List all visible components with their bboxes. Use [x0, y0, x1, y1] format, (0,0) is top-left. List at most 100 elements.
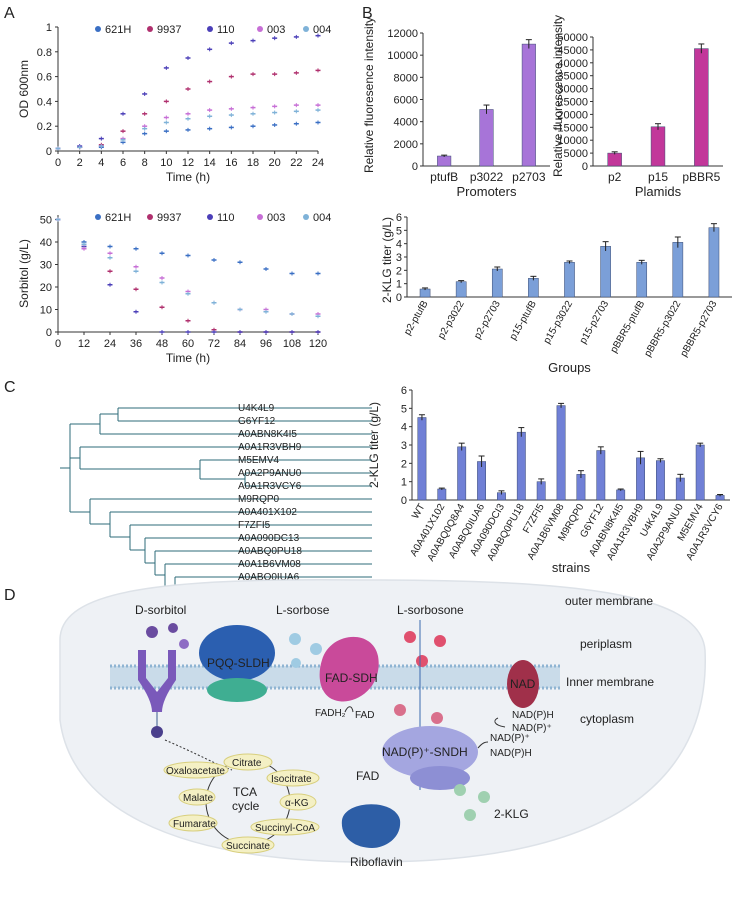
y-tick-label: 5: [396, 225, 402, 237]
promoter-fluorescence-chart: 0 2000 4000 6000 8000 10000 12000 ptufB p3022 p27…: [362, 17, 550, 199]
legend-marker: [257, 26, 263, 32]
x-tick-label: 2: [77, 157, 83, 169]
x-tick-label: 12: [182, 157, 194, 169]
panel-label-c: C: [4, 379, 16, 396]
x-tick-label: 22: [290, 157, 302, 169]
x-axis-label: Groups: [548, 360, 591, 375]
nadp-label-2: NAD(P)⁺: [490, 733, 530, 744]
legend-label: 110: [217, 24, 235, 36]
bar-A0ABQ0PU18: [516, 431, 526, 501]
x-tick-label: 24: [104, 338, 116, 350]
x-tick-label: 0: [55, 338, 61, 350]
y-tick-label: 3: [401, 440, 407, 452]
pqq-sldh-enzyme: PQQ-SLDH: [199, 625, 275, 702]
y-tick-label: 0: [396, 292, 402, 304]
od-growth-chart: 0 2 4 6 8 10 12 14 16 18 20 22 2400.20.40.60.81Time …: [17, 22, 331, 184]
isocitrate-label: Isocitrate: [271, 774, 312, 785]
y-axis-label: 2-KLG titer (g/L): [380, 217, 394, 303]
x-tick-label: 24: [312, 157, 324, 169]
y-tick-label: 6: [401, 385, 407, 397]
y-tick-label: 30000: [557, 84, 588, 96]
x-tick-label: 4: [98, 157, 104, 169]
bar-G6YF12: [596, 450, 606, 501]
klg-molecules: [454, 784, 490, 821]
l-sorbose-label: L-sorbose: [276, 603, 330, 617]
y-tick-label: 1: [396, 279, 402, 291]
y-tick-label: 1: [401, 477, 407, 489]
bar-p3022: [479, 109, 494, 167]
tree-leaf-label: A0ABQ0PU18: [238, 546, 302, 557]
bar-pBBR5-p3022: [672, 242, 684, 298]
x-tick-label: 0: [55, 157, 61, 169]
tree-leaf-label: M9RQP0: [238, 494, 280, 505]
y-tick-label: 2: [396, 265, 402, 277]
y-tick-label: 5: [401, 403, 407, 415]
y-tick-label: 20: [40, 282, 52, 294]
legend-label: 110: [217, 212, 235, 224]
fad-sdh-label: FAD-SDH: [325, 671, 378, 685]
y-tick-label: 10: [40, 305, 52, 317]
sorbitol-molecules: [146, 623, 189, 649]
bar-A0A1B6VM08: [556, 405, 566, 501]
x-tick-label: p15: [648, 170, 668, 184]
pqq-sldh-label: PQQ-SLDH: [207, 656, 270, 670]
legend-label: 004: [313, 24, 331, 36]
y-tick-label: 40: [40, 237, 52, 249]
x-tick-label: p2-p3022: [436, 299, 467, 341]
y-axis-label: 2-KLG titer (g/L): [367, 402, 381, 488]
fadh2-label: FADH₂: [315, 708, 346, 719]
legend-marker: [303, 214, 309, 220]
succinate-label: Succinate: [226, 841, 270, 852]
y-tick-label: 1: [46, 22, 52, 34]
plasmid-fluorescence-chart: 0500010000150002000025000300003500040000…: [551, 15, 723, 199]
y-tick-label: 0: [582, 161, 588, 173]
x-tick-label: p15-p3022: [542, 299, 576, 346]
x-tick-label: 12: [78, 338, 90, 350]
tree-leaf-label: A0ABQ0IUA6: [238, 572, 300, 583]
x-tick-label: 60: [182, 338, 194, 350]
bar-A0ABQ0IUA6: [477, 461, 486, 501]
tree-leaf-label: A0A1R3VBH9: [238, 442, 302, 453]
x-tick-label: p2703: [512, 170, 546, 184]
tree-leaf-label: A0A2P9ANU0: [238, 468, 302, 479]
x-tick-label: 108: [283, 338, 301, 350]
y-tick-label: 6: [396, 212, 402, 224]
nadph-label-1: NAD(P)H: [512, 710, 554, 721]
x-tick-label: pBBR5-p3022: [642, 299, 683, 359]
bar-p15-p2703: [600, 246, 611, 298]
y-tick-label: 25000: [557, 97, 588, 109]
bar-p15-ptufB: [528, 278, 539, 298]
x-tick-label: pBBR5-ptufB: [609, 299, 648, 355]
legend-marker: [95, 214, 101, 220]
y-tick-label: 0: [412, 161, 418, 173]
sorbitol-transporter: [138, 650, 176, 712]
periplasm-label: periplasm: [580, 637, 632, 651]
y-axis-label: Relative fluorescence intensity: [551, 15, 565, 177]
y-tick-label: 30: [40, 260, 52, 272]
tca-cycle-label: cycle: [232, 799, 260, 813]
legend-marker: [303, 26, 309, 32]
tree-leaf-label: A0A401X102: [238, 507, 297, 518]
x-tick-label: 6: [120, 157, 126, 169]
x-axis-label: Time (h): [166, 351, 210, 365]
x-tick-label: 120: [309, 338, 327, 350]
y-tick-label: 0: [46, 146, 52, 158]
klg-label: 2-KLG: [494, 807, 529, 821]
y-tick-label: 35000: [557, 71, 588, 83]
y-axis-label: Relative fluoresence intensity: [362, 17, 376, 173]
y-tick-label: 0.2: [37, 121, 52, 133]
panel-label-b: B: [362, 5, 373, 22]
legend-label: 004: [313, 212, 331, 224]
y-tick-label: 10000: [557, 135, 588, 147]
y-tick-label: 0.4: [37, 96, 52, 108]
inner-membrane-label: Inner membrane: [566, 675, 654, 689]
x-tick-label: 36: [130, 338, 142, 350]
legend-marker: [207, 26, 213, 32]
legend-label: 621H: [105, 212, 131, 224]
sorbose-molecules: [289, 633, 322, 668]
sorbosone-molecules: [404, 631, 446, 667]
sndh-label: NAD(P)⁺-SNDH: [382, 745, 468, 759]
tca-cycle: TCA cycle Citrate Isocitrate α-KG Succin…: [163, 753, 320, 854]
tree-leaf-label: F7ZFI5: [238, 520, 271, 531]
x-tick-label: p15-ptufB: [508, 299, 539, 342]
